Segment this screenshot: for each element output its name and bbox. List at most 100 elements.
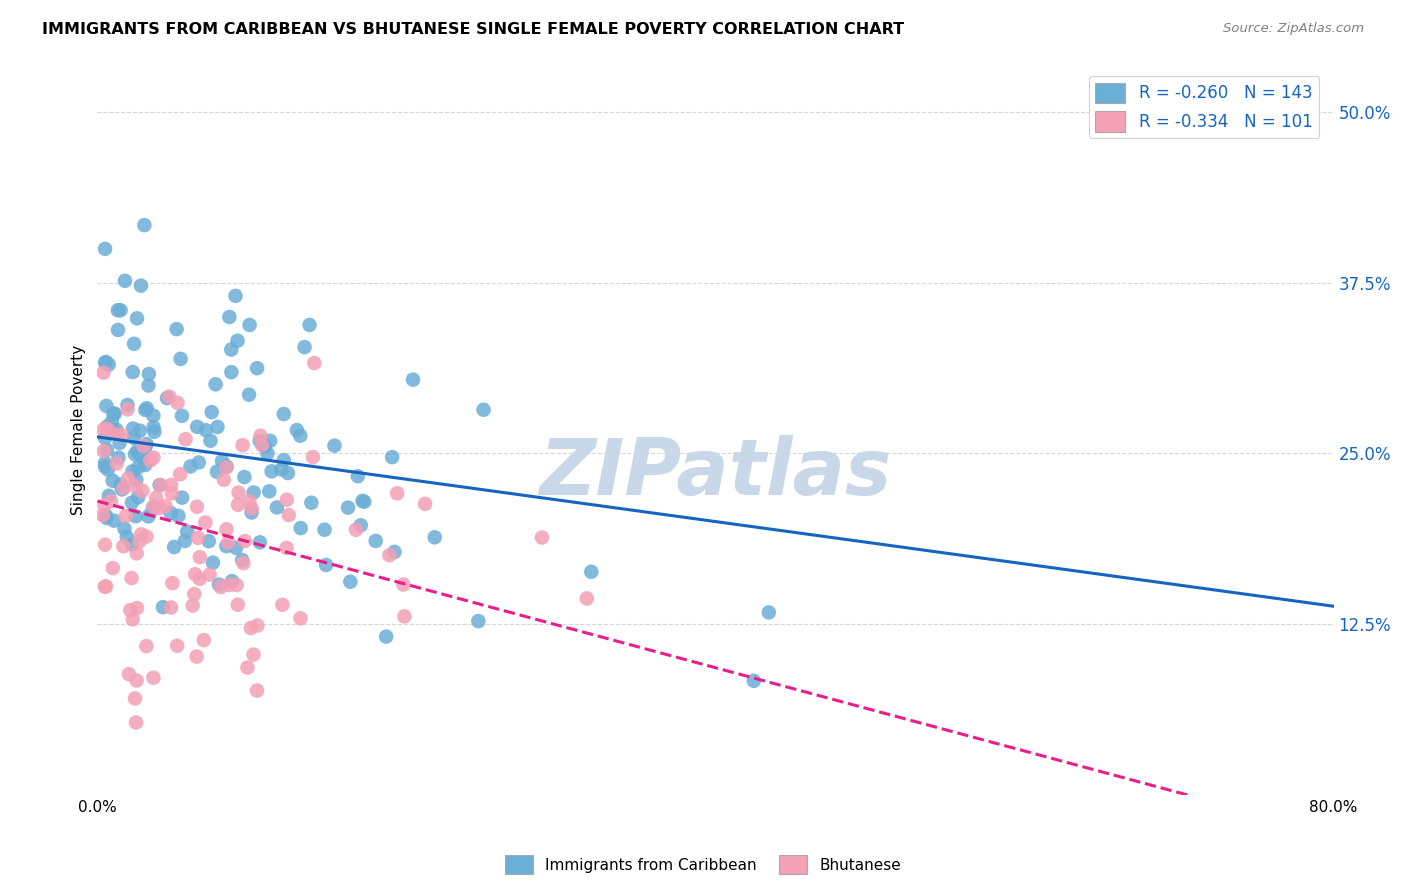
Point xyxy=(115,530,138,544)
Point xyxy=(117,402,139,417)
Point xyxy=(204,377,226,392)
Point xyxy=(250,438,273,452)
Point xyxy=(194,516,217,530)
Point xyxy=(122,421,145,435)
Point xyxy=(125,715,148,730)
Point xyxy=(228,485,250,500)
Point xyxy=(94,538,117,552)
Point xyxy=(742,673,765,688)
Point xyxy=(215,522,238,536)
Point xyxy=(353,494,375,508)
Point xyxy=(135,437,157,451)
Point xyxy=(239,318,262,332)
Point xyxy=(121,537,143,551)
Point xyxy=(125,601,148,615)
Point xyxy=(215,539,238,553)
Point xyxy=(142,671,165,685)
Point xyxy=(142,500,165,514)
Point xyxy=(240,501,263,516)
Point xyxy=(294,340,316,354)
Point xyxy=(221,574,243,588)
Point xyxy=(101,415,124,429)
Point xyxy=(169,351,191,366)
Point xyxy=(226,334,249,348)
Point xyxy=(110,303,132,318)
Point xyxy=(413,497,436,511)
Point xyxy=(259,434,281,448)
Point xyxy=(381,450,404,465)
Point xyxy=(107,323,129,337)
Point xyxy=(200,434,222,448)
Point xyxy=(166,639,188,653)
Point xyxy=(103,407,125,421)
Point xyxy=(277,466,299,480)
Point xyxy=(142,501,165,516)
Point xyxy=(188,550,211,565)
Point xyxy=(256,446,278,460)
Point xyxy=(94,431,117,445)
Point xyxy=(266,500,288,515)
Point xyxy=(157,390,180,404)
Point xyxy=(94,356,117,370)
Point xyxy=(273,453,295,467)
Point xyxy=(129,450,152,464)
Point xyxy=(110,477,132,491)
Point xyxy=(208,577,231,591)
Point xyxy=(91,508,114,523)
Point xyxy=(94,508,117,523)
Point xyxy=(121,365,143,379)
Point xyxy=(225,289,247,303)
Point xyxy=(124,447,146,461)
Point xyxy=(134,458,156,472)
Point xyxy=(124,691,146,706)
Point xyxy=(169,467,191,482)
Point xyxy=(97,489,120,503)
Point xyxy=(101,474,124,488)
Point xyxy=(276,492,298,507)
Point xyxy=(581,565,603,579)
Point xyxy=(233,534,256,549)
Point xyxy=(344,523,367,537)
Point xyxy=(128,534,150,549)
Point xyxy=(114,508,136,523)
Point xyxy=(238,387,260,401)
Point xyxy=(215,460,238,475)
Point xyxy=(187,531,209,545)
Point xyxy=(276,541,298,555)
Point xyxy=(112,539,135,553)
Point xyxy=(93,423,115,437)
Point xyxy=(346,469,368,483)
Point xyxy=(384,545,406,559)
Point xyxy=(249,535,271,549)
Point xyxy=(145,491,167,505)
Point xyxy=(392,577,415,591)
Point xyxy=(96,399,118,413)
Point xyxy=(125,673,148,688)
Point xyxy=(174,533,197,548)
Point xyxy=(105,457,128,471)
Point xyxy=(96,511,118,525)
Point xyxy=(259,484,281,499)
Point xyxy=(94,242,117,256)
Point xyxy=(125,311,148,326)
Point xyxy=(233,470,256,484)
Point xyxy=(170,409,193,423)
Point xyxy=(101,561,124,575)
Legend: R = -0.260   N = 143, R = -0.334   N = 101: R = -0.260 N = 143, R = -0.334 N = 101 xyxy=(1088,76,1319,138)
Point xyxy=(225,578,247,592)
Point xyxy=(174,432,197,446)
Point xyxy=(122,431,145,445)
Point xyxy=(97,358,120,372)
Point xyxy=(139,453,162,467)
Legend: Immigrants from Caribbean, Bhutanese: Immigrants from Caribbean, Bhutanese xyxy=(499,849,907,880)
Point xyxy=(225,541,247,555)
Point xyxy=(135,401,157,416)
Point xyxy=(350,518,373,533)
Point xyxy=(201,556,224,570)
Point xyxy=(249,434,271,448)
Point xyxy=(96,442,118,457)
Point xyxy=(148,500,170,515)
Text: IMMIGRANTS FROM CARIBBEAN VS BHUTANESE SINGLE FEMALE POVERTY CORRELATION CHART: IMMIGRANTS FROM CARIBBEAN VS BHUTANESE S… xyxy=(42,22,904,37)
Point xyxy=(166,322,188,336)
Point xyxy=(201,405,224,419)
